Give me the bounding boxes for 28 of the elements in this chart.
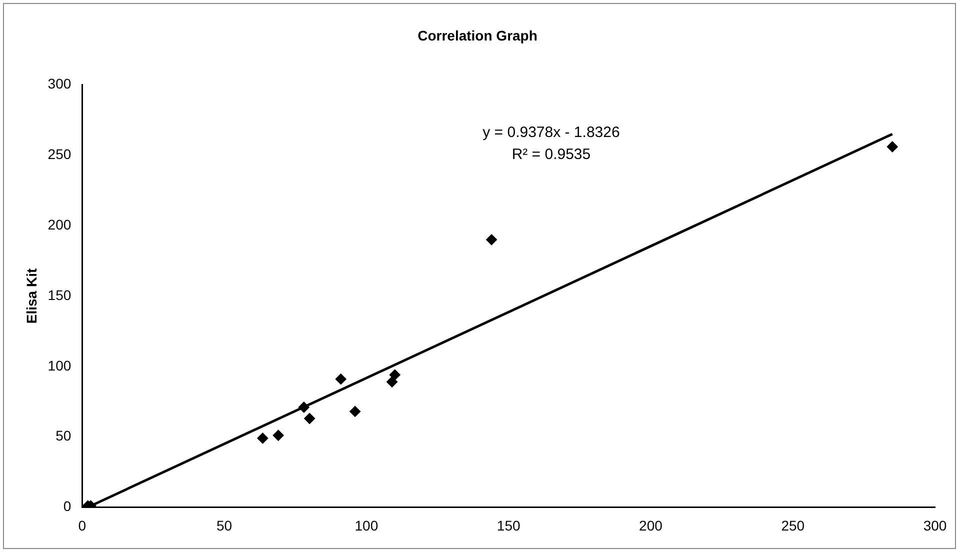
x-tick-label: 250: [781, 517, 805, 534]
x-tick-label: 200: [639, 517, 663, 534]
x-tick-label: 300: [923, 517, 947, 534]
x-tick-label: 150: [496, 517, 520, 534]
annotation: y = 0.9378x - 1.8326: [482, 124, 620, 141]
y-tick-label: 300: [48, 76, 72, 92]
point: [486, 234, 498, 246]
point: [886, 141, 898, 152]
x-tick-label: 100: [354, 517, 378, 534]
x-tick-label: 0: [78, 517, 86, 534]
y-tick-label: 50: [56, 428, 72, 444]
y-tick-label: 100: [48, 357, 72, 374]
y-axis-title: Elisa Kit: [23, 268, 40, 324]
y-tick-label: 150: [48, 286, 72, 303]
annotation: R² = 0.9535: [512, 146, 591, 163]
chart-title: Correlation Graph: [418, 27, 538, 44]
point: [304, 412, 316, 424]
y-tick-label: 250: [48, 146, 72, 162]
y-tick-label: 0: [63, 498, 72, 514]
point: [257, 432, 268, 444]
x-tick-label: 50: [216, 517, 232, 534]
point: [386, 376, 398, 388]
point: [335, 374, 346, 385]
y-tick-label: 200: [48, 216, 72, 232]
point: [350, 406, 361, 417]
point: [272, 430, 284, 441]
point: [298, 402, 310, 413]
point: [389, 369, 400, 380]
